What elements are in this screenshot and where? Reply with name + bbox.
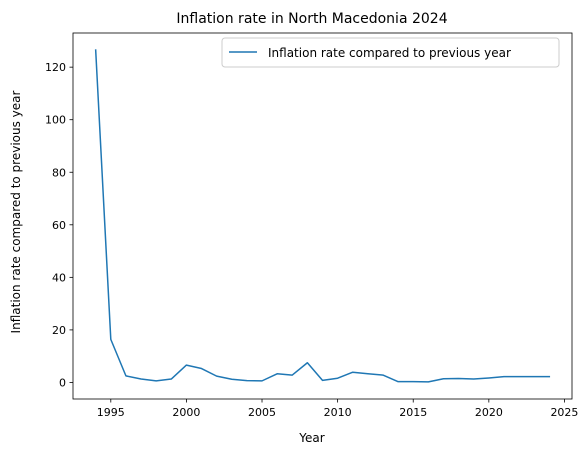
x-axis: 1995 2000 2005 2010 2015 2020 2025 [97, 399, 578, 419]
y-tick-label: 40 [52, 271, 66, 284]
legend: Inflation rate compared to previous year [221, 37, 560, 68]
y-tick-label: 0 [59, 376, 66, 389]
y-tick-label: 60 [52, 219, 66, 232]
x-tick-label: 2020 [475, 406, 503, 419]
x-axis-label: Year [298, 431, 324, 445]
plot-area [72, 32, 573, 400]
x-tick-label: 1995 [97, 406, 125, 419]
series-line-0 [94, 49, 551, 383]
y-tick-label: 100 [45, 114, 66, 127]
x-tick-label: 2000 [172, 406, 200, 419]
x-tick-label: 2025 [550, 406, 578, 419]
legend-box [221, 37, 560, 68]
plot-frame [72, 32, 573, 400]
x-tick-label: 2005 [248, 406, 276, 419]
y-tick-label: 120 [45, 61, 66, 74]
x-tick-label: 2015 [399, 406, 427, 419]
y-tick-label: 80 [52, 166, 66, 179]
y-axis: 0 20 40 60 80 100 120 [45, 61, 73, 389]
chart-title: Inflation rate in North Macedonia 2024 [176, 11, 447, 27]
x-tick-label: 2010 [324, 406, 352, 419]
legend-label: Inflation rate compared to previous year [268, 46, 511, 60]
y-axis-label: Inflation rate compared to previous year [9, 90, 23, 333]
y-tick-label: 20 [52, 324, 66, 337]
